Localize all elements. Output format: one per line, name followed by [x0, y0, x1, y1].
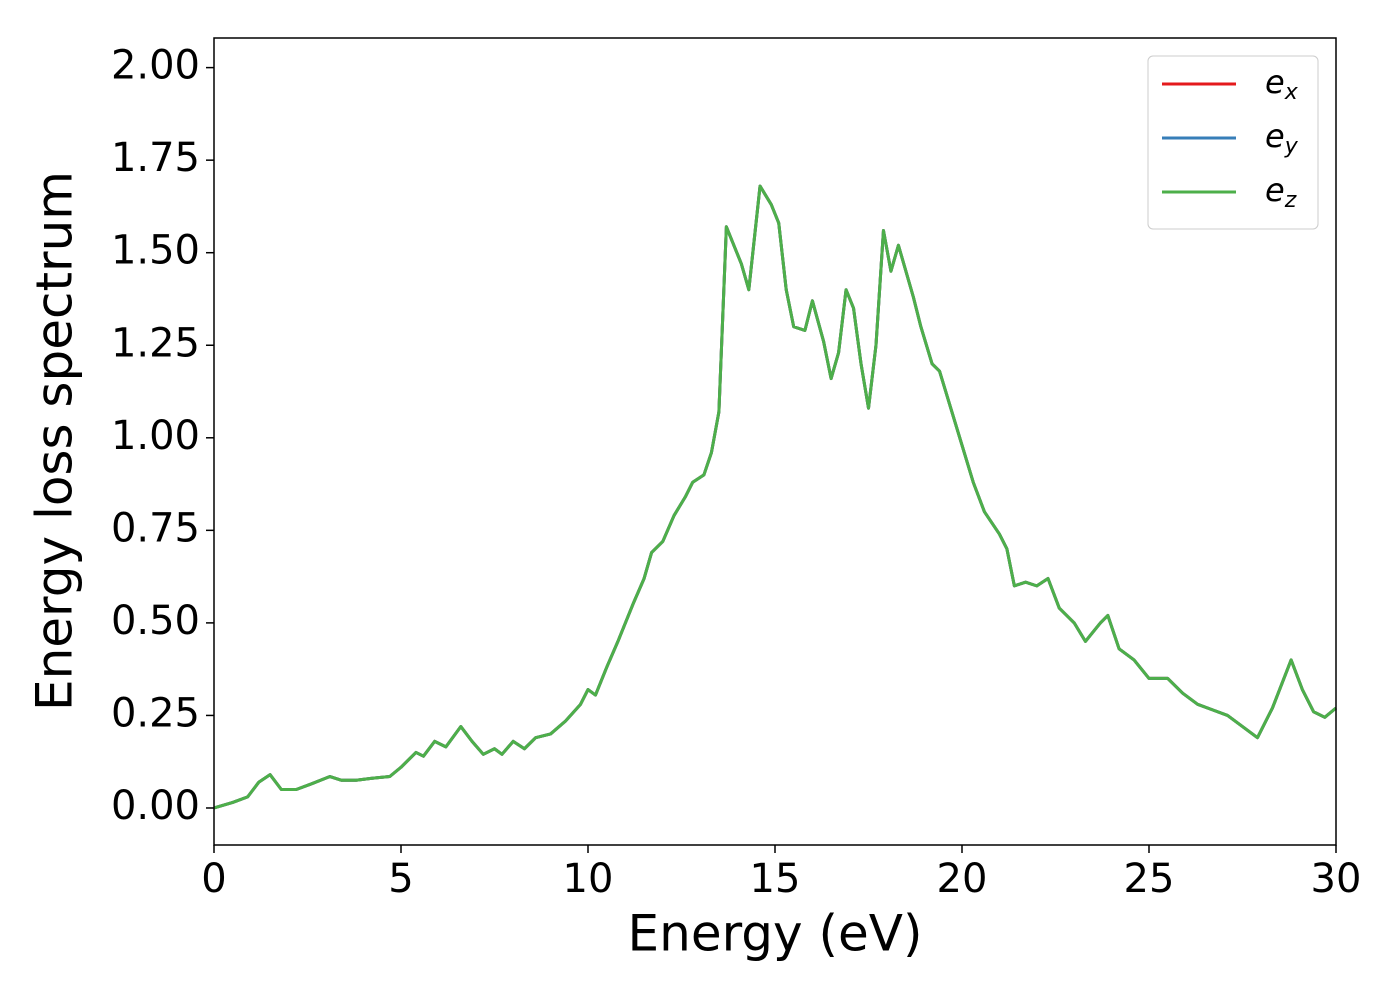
x-tick-label: 10: [563, 856, 614, 902]
legend-subscript: x: [1284, 80, 1299, 105]
x-tick-label: 20: [937, 856, 988, 902]
y-tick-label: 0.75: [111, 505, 200, 551]
x-tick-label: 5: [388, 856, 413, 902]
series-line: [213, 184, 1337, 810]
series-line: [213, 184, 1337, 810]
legend-label: ey: [1265, 117, 1299, 159]
y-tick-label: 1.50: [111, 228, 200, 274]
x-tick-label: 30: [1311, 856, 1362, 902]
y-tick-label: 1.75: [111, 135, 200, 181]
x-tick-label: 0: [201, 856, 226, 902]
y-tick-label: 1.25: [111, 320, 200, 366]
legend-label: ex: [1265, 63, 1299, 105]
legend-box: [1147, 55, 1319, 230]
x-tick-label: 25: [1124, 856, 1175, 902]
legend-subscript: z: [1284, 188, 1297, 213]
legend-label: ez: [1265, 171, 1297, 213]
y-tick-label: 0.00: [111, 783, 200, 829]
y-tick-label: 0.50: [111, 598, 200, 644]
y-tick-label: 2.00: [111, 43, 200, 89]
y-axis-label: Energy loss spectrum: [26, 171, 84, 711]
y-tick-label: 1.00: [111, 413, 200, 459]
series-line: [213, 184, 1337, 810]
x-tick-label: 15: [750, 856, 801, 902]
legend-name: e: [1265, 171, 1285, 209]
legend-name: e: [1265, 63, 1285, 101]
legend-name: e: [1265, 117, 1285, 155]
y-tick-label: 0.25: [111, 690, 200, 736]
plot-frame: [213, 37, 1337, 846]
legend-subscript: y: [1284, 134, 1299, 159]
x-axis-label: Energy (eV): [628, 905, 923, 963]
